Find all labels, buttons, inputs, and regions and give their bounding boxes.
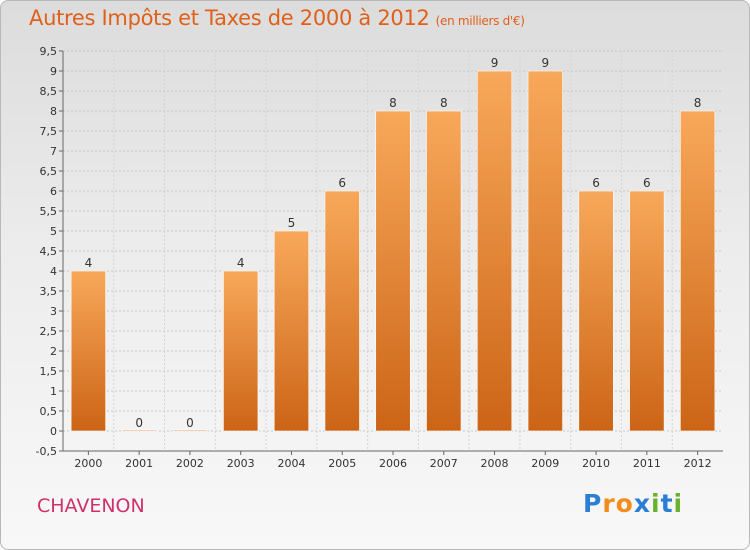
y-tick-label: 6 [50, 185, 57, 198]
chart-title: Autres Impôts et Taxes de 2000 à 2012 (en… [29, 6, 525, 30]
chart-title-text: Autres Impôts et Taxes de 2000 à 2012 [29, 6, 430, 30]
x-tick-label-2008: 2008 [481, 457, 509, 470]
y-tick-label: 9,5 [40, 45, 58, 58]
data-label-2002: 0 [186, 416, 194, 430]
bar-2009 [527, 70, 563, 432]
x-tick-label-2000: 2000 [74, 457, 102, 470]
data-label-2006: 8 [389, 96, 397, 110]
x-tick-label-2005: 2005 [328, 457, 356, 470]
y-tick-label: 2 [50, 345, 57, 358]
proxiti-logo: Proxiti [583, 489, 684, 518]
y-tick-label: 3,5 [40, 285, 58, 298]
data-label-2010: 6 [592, 176, 600, 190]
bar-2007 [426, 110, 462, 432]
y-tick-label: 0,5 [40, 405, 58, 418]
bar-2005 [324, 190, 360, 432]
x-tick-label-2006: 2006 [379, 457, 407, 470]
data-label-2004: 5 [288, 216, 296, 230]
y-tick-label: 7 [50, 145, 57, 158]
bar-2006 [375, 110, 411, 432]
bar-2012 [680, 110, 716, 432]
bars [70, 70, 716, 432]
bar-2010 [578, 190, 614, 432]
x-tick-label-2002: 2002 [176, 457, 204, 470]
y-tick-label: 5 [50, 225, 57, 238]
y-tick-label: 2,5 [40, 325, 58, 338]
y-tick-label: -0,5 [36, 445, 57, 458]
x-tick-label-2004: 2004 [277, 457, 305, 470]
bar-2004 [273, 230, 310, 432]
bar-2011 [629, 190, 665, 432]
bar-2003 [223, 270, 259, 432]
x-tick-label-2010: 2010 [582, 457, 610, 470]
x-tick-label-2001: 2001 [125, 457, 153, 470]
bar-2002 [172, 429, 208, 432]
data-label-2000: 4 [85, 256, 93, 270]
data-label-2009: 9 [541, 56, 549, 70]
place-name: CHAVENON [37, 495, 145, 517]
y-tick-label: 4 [50, 265, 57, 278]
bar-2000 [70, 270, 106, 432]
data-label-2012: 8 [694, 96, 702, 110]
y-tick-label: 6,5 [40, 165, 58, 178]
data-label-2007: 8 [440, 96, 448, 110]
x-tick-label-2003: 2003 [227, 457, 255, 470]
data-label-2005: 6 [338, 176, 346, 190]
data-label-2011: 6 [643, 176, 651, 190]
bar-2001 [121, 429, 157, 432]
y-tick-label: 8,5 [40, 85, 58, 98]
x-tick-label-2011: 2011 [633, 457, 661, 470]
y-tick-label: 1,5 [40, 365, 58, 378]
y-tick-label: 3 [50, 305, 57, 318]
x-axis: 2000 2001 2002 2003 2004 2005 2006 2007 2008 2009… [74, 451, 712, 470]
y-tick-label: 0 [50, 425, 57, 438]
y-tick-label: 1 [50, 385, 57, 398]
x-tick-label-2007: 2007 [430, 457, 458, 470]
bar-2008 [476, 70, 513, 432]
data-label-2003: 4 [237, 256, 245, 270]
data-label-2001: 0 [135, 416, 143, 430]
y-tick-label: 5,5 [40, 205, 58, 218]
data-labels: 4 0 0 4 5 6 8 8 9 9 6 6 8 [85, 56, 702, 430]
x-tick-label-2009: 2009 [531, 457, 559, 470]
y-tick-label: 9 [50, 65, 57, 78]
data-label-2008: 9 [491, 56, 499, 70]
y-tick-label: 4,5 [40, 245, 58, 258]
y-tick-label: 7,5 [40, 125, 58, 138]
x-tick-label-2012: 2012 [684, 457, 712, 470]
y-tick-label: 8 [50, 105, 57, 118]
chart-unit: (en milliers d'€) [435, 14, 525, 28]
